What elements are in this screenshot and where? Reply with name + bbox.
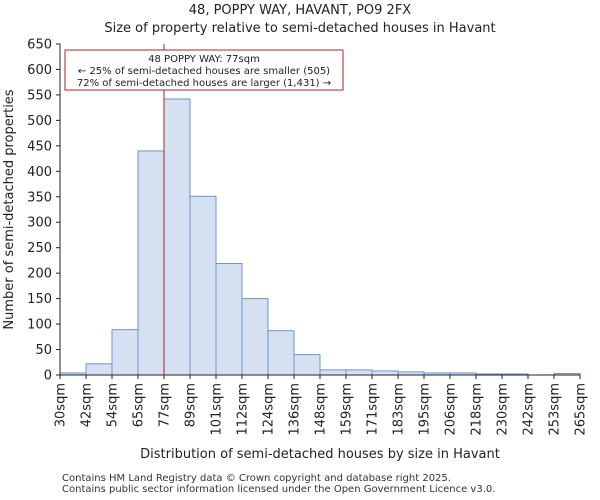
x-tick-label: 206sqm bbox=[444, 383, 459, 436]
footer-line-2: Contains public sector information licen… bbox=[62, 484, 496, 495]
y-tick-label: 350 bbox=[27, 190, 52, 205]
y-tick-label: 500 bbox=[27, 114, 52, 129]
x-tick-label: 65sqm bbox=[132, 383, 147, 427]
bar-148sqm bbox=[319, 369, 347, 376]
x-tick-label: 30sqm bbox=[54, 383, 69, 427]
x-tick-label: 101sqm bbox=[210, 383, 225, 436]
x-tick-label: 77sqm bbox=[158, 383, 173, 427]
bar-171sqm bbox=[371, 370, 399, 376]
bar-89sqm bbox=[189, 195, 217, 376]
bar-112sqm bbox=[241, 298, 269, 376]
annotation-box: 48 POPPY WAY: 77sqm ← 25% of semi-detach… bbox=[64, 49, 344, 91]
bar-42sqm bbox=[85, 363, 113, 376]
y-tick-label: 0 bbox=[44, 369, 52, 384]
y-tick-label: 650 bbox=[27, 38, 52, 53]
bar-77sqm bbox=[163, 98, 191, 376]
bar-101sqm bbox=[215, 262, 243, 376]
y-tick-label: 100 bbox=[27, 318, 52, 333]
y-axis-label: Number of semi-detached properties bbox=[2, 89, 17, 329]
x-tick-label: 195sqm bbox=[418, 383, 433, 436]
annotation-frame bbox=[64, 49, 344, 91]
x-tick-label: 265sqm bbox=[574, 383, 589, 436]
x-tick-label: 148sqm bbox=[314, 383, 329, 436]
x-tick-label: 171sqm bbox=[366, 383, 381, 436]
y-tick-label: 400 bbox=[27, 165, 52, 180]
annotation-line-1: 48 POPPY WAY: 77sqm bbox=[148, 54, 260, 65]
x-tick-label: 159sqm bbox=[340, 383, 355, 436]
bar-136sqm bbox=[293, 354, 321, 376]
y-tick-label: 250 bbox=[27, 241, 52, 256]
footer: Contains HM Land Registry data © Crown c… bbox=[62, 473, 495, 495]
annotation-line-3: 72% of semi-detached houses are larger (… bbox=[77, 78, 331, 89]
annotation-line-2: ← 25% of semi-detached houses are smalle… bbox=[78, 66, 330, 77]
footer-line-1: Contains HM Land Registry data © Crown c… bbox=[62, 473, 451, 484]
x-tick-label: 230sqm bbox=[496, 383, 511, 436]
x-tick-label: 89sqm bbox=[184, 383, 199, 427]
x-axis-label: Distribution of semi-detached houses by … bbox=[140, 447, 500, 462]
bar-54sqm bbox=[111, 329, 139, 376]
title-text: 48, POPPY WAY, HAVANT, PO9 2FX bbox=[188, 3, 412, 18]
x-tick-label: 124sqm bbox=[262, 383, 277, 436]
x-tick-label: 136sqm bbox=[288, 383, 303, 436]
x-tick-label: 218sqm bbox=[470, 383, 485, 436]
y-tick-label: 600 bbox=[27, 63, 52, 78]
bar-159sqm bbox=[345, 369, 373, 376]
y-tick-label: 450 bbox=[27, 139, 52, 154]
y-tick-label: 550 bbox=[27, 88, 52, 103]
y-tick-label: 300 bbox=[27, 216, 52, 231]
y-axis: 0 50 100 150 200 250 300 350 400 450 500 550 600 650 bbox=[27, 38, 61, 384]
x-tick-label: 112sqm bbox=[236, 383, 251, 436]
x-axis: 30sqm 42sqm 54sqm 65sqm 77sqm 89sqm 101sqm 112s… bbox=[54, 374, 589, 436]
chart-title: 48, POPPY WAY, HAVANT, PO9 2FX Size of p… bbox=[0, 2, 600, 38]
bars-group bbox=[59, 98, 581, 376]
subtitle-text: Size of property relative to semi-detach… bbox=[104, 21, 496, 36]
bar-65sqm bbox=[137, 150, 165, 376]
x-tick-label: 183sqm bbox=[392, 383, 407, 436]
x-tick-label: 54sqm bbox=[106, 383, 121, 427]
y-tick-label: 200 bbox=[27, 267, 52, 282]
x-tick-label: 42sqm bbox=[80, 383, 95, 427]
y-tick-label: 50 bbox=[35, 343, 52, 358]
bar-124sqm bbox=[267, 330, 295, 376]
y-tick-label: 150 bbox=[27, 292, 52, 307]
x-tick-label: 242sqm bbox=[522, 383, 537, 436]
x-tick-label: 253sqm bbox=[548, 383, 563, 436]
